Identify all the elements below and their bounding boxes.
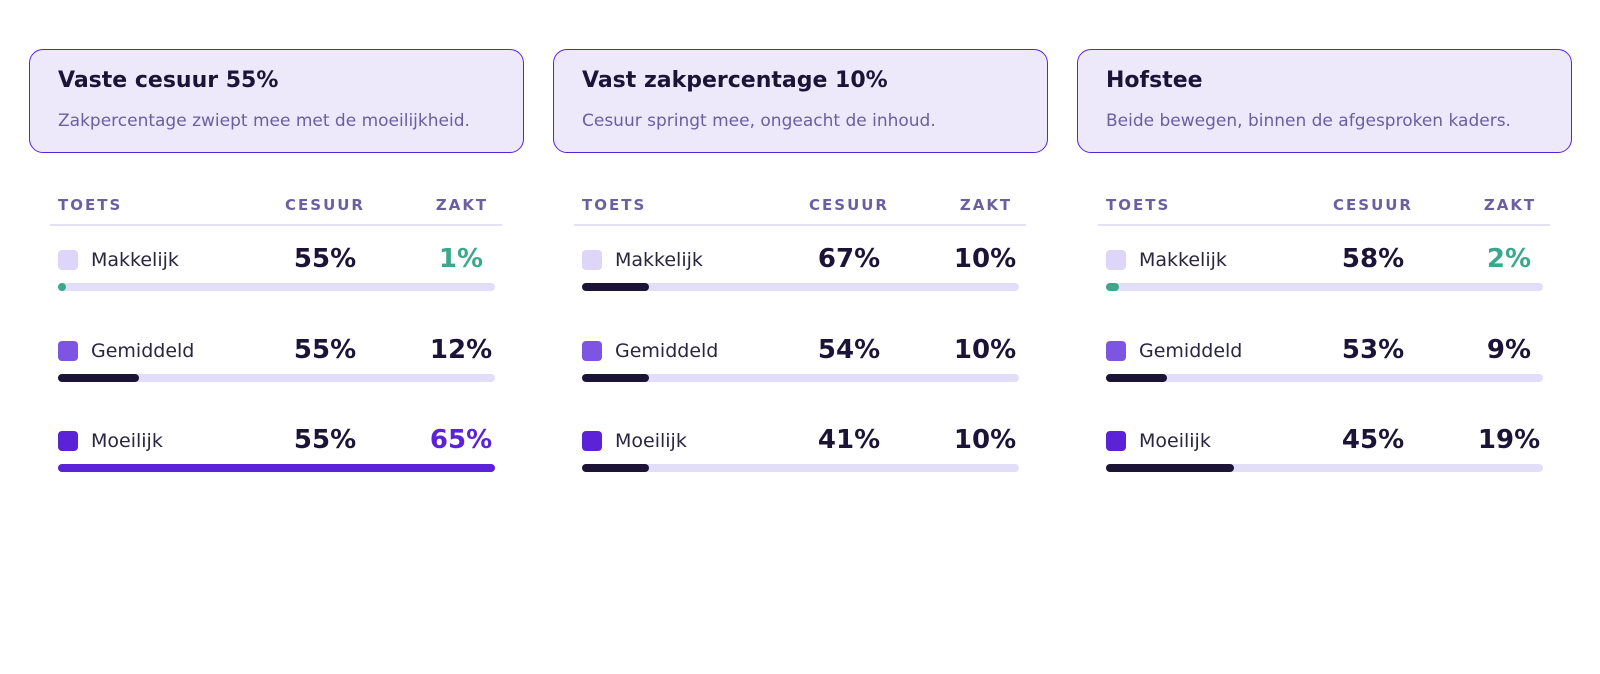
column-header: CESUUR: [1333, 196, 1413, 214]
zakt-value: 65%: [429, 425, 493, 455]
panel-header: [29, 49, 524, 153]
level-swatch: [1106, 250, 1126, 270]
row-label: Gemiddeld: [1139, 339, 1243, 362]
zakt-bar: [58, 464, 495, 472]
zakt-value: 10%: [953, 425, 1017, 455]
zakt-value: 10%: [953, 334, 1017, 365]
column-header: TOETS: [1106, 196, 1171, 214]
level-swatch: [1106, 340, 1126, 361]
row-label: Gemiddeld: [615, 339, 719, 362]
cesuur-value: 58%: [1341, 244, 1405, 274]
level-swatch: [1106, 431, 1126, 451]
row-label: Makkelijk: [91, 249, 179, 271]
panel-header: [1077, 49, 1572, 153]
zakt-bar: [1106, 464, 1234, 472]
zakt-bar: [582, 464, 650, 472]
cesuur-value: 55%: [293, 244, 357, 274]
cesuur-value: 53%: [1341, 334, 1405, 365]
level-swatch: [58, 340, 78, 361]
panel-subtitle: Beide bewegen, binnen de afgesproken kad…: [1106, 111, 1511, 131]
level-swatch: [58, 431, 78, 451]
panel-title: Vaste cesuur 55%: [58, 68, 279, 93]
row-label: Makkelijk: [615, 249, 703, 271]
column-header: TOETS: [582, 196, 647, 214]
level-swatch: [582, 340, 602, 361]
column-header: ZAKT: [435, 196, 489, 214]
bar-track: [1106, 283, 1543, 291]
panel-subtitle: Zakpercentage zwiept mee met de moeilijk…: [58, 111, 470, 131]
zakt-bar: [1106, 373, 1167, 382]
zakt-bar: [1106, 283, 1120, 291]
bar-track: [582, 283, 1019, 291]
row-label: Gemiddeld: [91, 339, 195, 362]
panel-header: [553, 49, 1048, 153]
zakt-value: 12%: [429, 334, 493, 365]
bar-track: [582, 464, 1019, 472]
cesuur-value: 41%: [817, 425, 881, 455]
cesuur-value: 67%: [817, 244, 881, 274]
bar-track: [58, 373, 495, 382]
row-label: Moeilijk: [1139, 430, 1211, 452]
cesuur-value: 54%: [817, 334, 881, 365]
bar-track: [1106, 464, 1543, 472]
column-header: CESUUR: [285, 196, 365, 214]
level-swatch: [582, 431, 602, 451]
panel-title: Vast zakpercentage 10%: [582, 68, 888, 93]
level-swatch: [58, 250, 78, 270]
cesuur-value: 45%: [1341, 425, 1405, 455]
cesuur-value: 55%: [293, 425, 357, 455]
bar-track: [1106, 373, 1543, 382]
zakt-value: 1%: [438, 244, 484, 274]
column-header: CESUUR: [809, 196, 889, 214]
panel-title: Hofstee: [1106, 68, 1203, 93]
row-label: Makkelijk: [1139, 249, 1227, 271]
zakt-bar: [582, 283, 650, 291]
panel-subtitle: Cesuur springt mee, ongeacht de inhoud.: [582, 111, 936, 131]
cesuur-value: 55%: [293, 334, 357, 365]
divider: [574, 224, 1026, 226]
level-swatch: [582, 250, 602, 270]
bar-track: [58, 464, 495, 472]
zakt-value: 10%: [953, 244, 1017, 274]
bar-track: [582, 373, 1019, 382]
row-label: Moeilijk: [615, 430, 687, 452]
zakt-bar: [58, 373, 139, 382]
column-header: ZAKT: [1483, 196, 1537, 214]
divider: [50, 224, 502, 226]
zakt-value: 2%: [1486, 244, 1532, 274]
zakt-bar: [582, 373, 650, 382]
bar-track: [58, 283, 495, 291]
zakt-value: 19%: [1477, 425, 1541, 455]
row-label: Moeilijk: [91, 430, 163, 452]
zakt-value: 9%: [1486, 334, 1532, 365]
divider: [1098, 224, 1550, 226]
column-header: TOETS: [58, 196, 123, 214]
zakt-bar: [58, 283, 66, 291]
column-header: ZAKT: [959, 196, 1013, 214]
